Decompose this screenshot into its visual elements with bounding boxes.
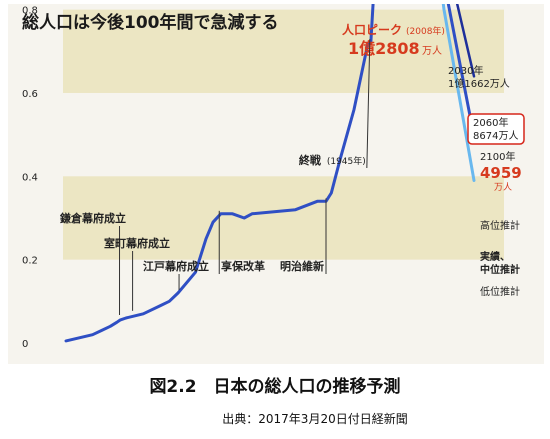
anno-2100-unit: 万人 [494,182,512,193]
grid-band-1 [63,9,504,93]
chart-annotations: 人口ピーク (2008年)1億2808 万人2030年1億1662万人2060年86… [59,22,525,315]
series-label-low: 低位推計 [480,285,520,298]
anno-war-year: (1945年) [327,155,366,167]
figure-caption: 図2.2 日本の総人口の推移予測 [149,377,401,397]
anno-war-label: 終戦 [299,153,322,167]
chart-frame: 1.2 億人1.00.80.60.40.20 人口ピーク(2008年)1億280… [8,4,544,364]
series-label-medium-2: 中位推計 [480,263,520,276]
era-label-0: 鎌倉幕府成立 [59,211,126,225]
series-line-medium [446,4,476,138]
population-chart: 1.2 億人1.00.80.60.40.20 人口ピーク(2008年)1億280… [22,4,525,350]
source-note: 出典：2017年3月20日付日経新聞 [222,412,408,426]
anno-2030-year: 2030年 [448,64,483,77]
anno-war-leader [366,38,371,169]
y-tick-label-2: 0.8 [22,6,38,17]
y-axis: 1.2 億人1.00.80.60.40.20 [22,6,38,350]
era-label-4: 明治維新 [280,259,324,273]
series-line-historical [64,4,375,343]
anno-2060-value: 8674万人 [473,130,518,142]
anno-2060-box [467,113,525,145]
y-tick-label-6: 0 [22,339,28,350]
anno-2100-value: 4959 [480,164,522,182]
y-tick-label-4: 0.4 [22,172,38,183]
chart-lines [64,4,476,343]
anno-2060-year: 2060年 [473,116,508,129]
peak-label-year: (2008年) [406,25,445,37]
peak-label-unit: 万人 [422,45,442,57]
peak-label-value: 1億2808 [348,39,420,58]
series-line-low [441,4,476,182]
era-label-3: 享保改革 [221,259,265,273]
chart-title: 総人口は今後100年間で急減する [22,12,279,33]
chart-bands [63,9,504,260]
anno-2100-year: 2100年 [480,150,515,163]
era-label-1: 室町幕府成立 [104,236,170,250]
grid-band-2 [63,176,504,260]
y-tick-label-5: 0.2 [22,256,38,267]
y-tick-label-3: 0.6 [22,89,38,100]
peak-label-top: 人口ピーク [342,22,402,37]
era-label-2: 江戸幕府成立 [143,259,209,273]
series-label-high: 高位推計 [480,219,520,232]
anno-2030-value: 1億1662万人 [448,77,510,90]
series-line-high [455,4,476,78]
series-label-medium-1: 実績、 [480,250,510,263]
